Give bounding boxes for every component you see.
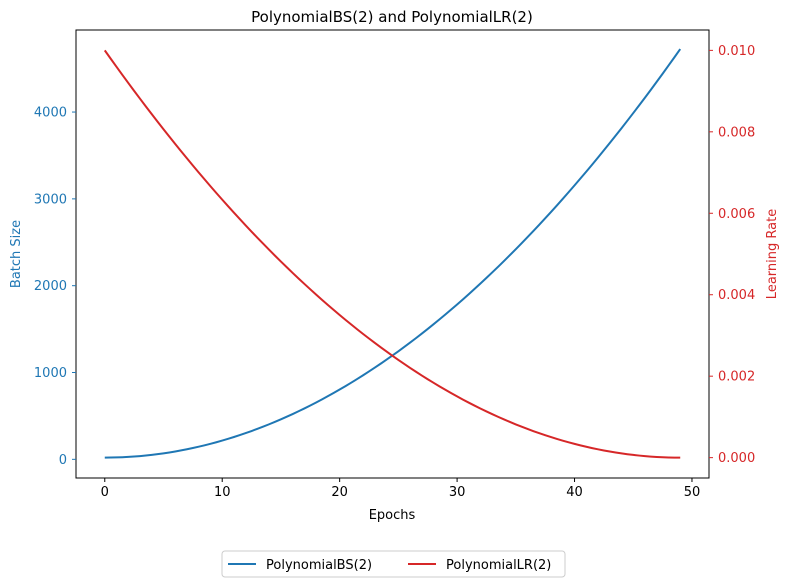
right-tick-label: 0.006	[718, 207, 755, 222]
left-tick-label: 4000	[34, 106, 67, 121]
right-tick-label: 0.002	[718, 370, 755, 385]
right-tick-label: 0.010	[718, 44, 755, 59]
x-axis-ticks: 0 10 20 30 40 50	[101, 478, 701, 500]
plot-area	[75, 29, 710, 479]
left-tick-label: 3000	[34, 192, 67, 207]
right-axis-ticks: 0.000 0.002 0.004 0.006 0.008 0.010	[709, 44, 755, 466]
x-tick-label: 50	[684, 485, 701, 500]
x-tick-label: 10	[214, 485, 231, 500]
x-tick-label: 0	[101, 485, 109, 500]
series-lines	[103, 48, 682, 459]
legend-label-polynomialbs: PolynomialBS(2)	[266, 558, 372, 573]
series-line-polynomialbs	[104, 48, 682, 459]
legend-label-polynomiallr: PolynomialLR(2)	[446, 558, 551, 573]
left-tick-label: 1000	[34, 366, 67, 381]
legend-box	[221, 550, 566, 578]
chart-title: PolynomialBS(2) and PolynomialLR(2)	[251, 8, 533, 26]
right-tick-label: 0.004	[718, 288, 755, 303]
left-tick-label: 0	[59, 453, 67, 468]
left-axis-ticks: 0 1000 2000 3000 4000	[34, 106, 76, 468]
right-axis-title: Learning Rate	[765, 209, 780, 299]
series-line-polynomiallr	[103, 49, 681, 459]
x-axis-title: Epochs	[369, 508, 416, 523]
legend: PolynomialBS(2) PolynomialLR(2)	[221, 550, 566, 578]
x-tick-label: 30	[449, 485, 466, 500]
x-tick-label: 40	[566, 485, 583, 500]
right-tick-label: 0.000	[718, 451, 755, 466]
left-tick-label: 2000	[34, 279, 67, 294]
right-tick-label: 0.008	[718, 125, 755, 140]
left-axis-title: Batch Size	[9, 220, 24, 288]
x-tick-label: 20	[331, 485, 348, 500]
